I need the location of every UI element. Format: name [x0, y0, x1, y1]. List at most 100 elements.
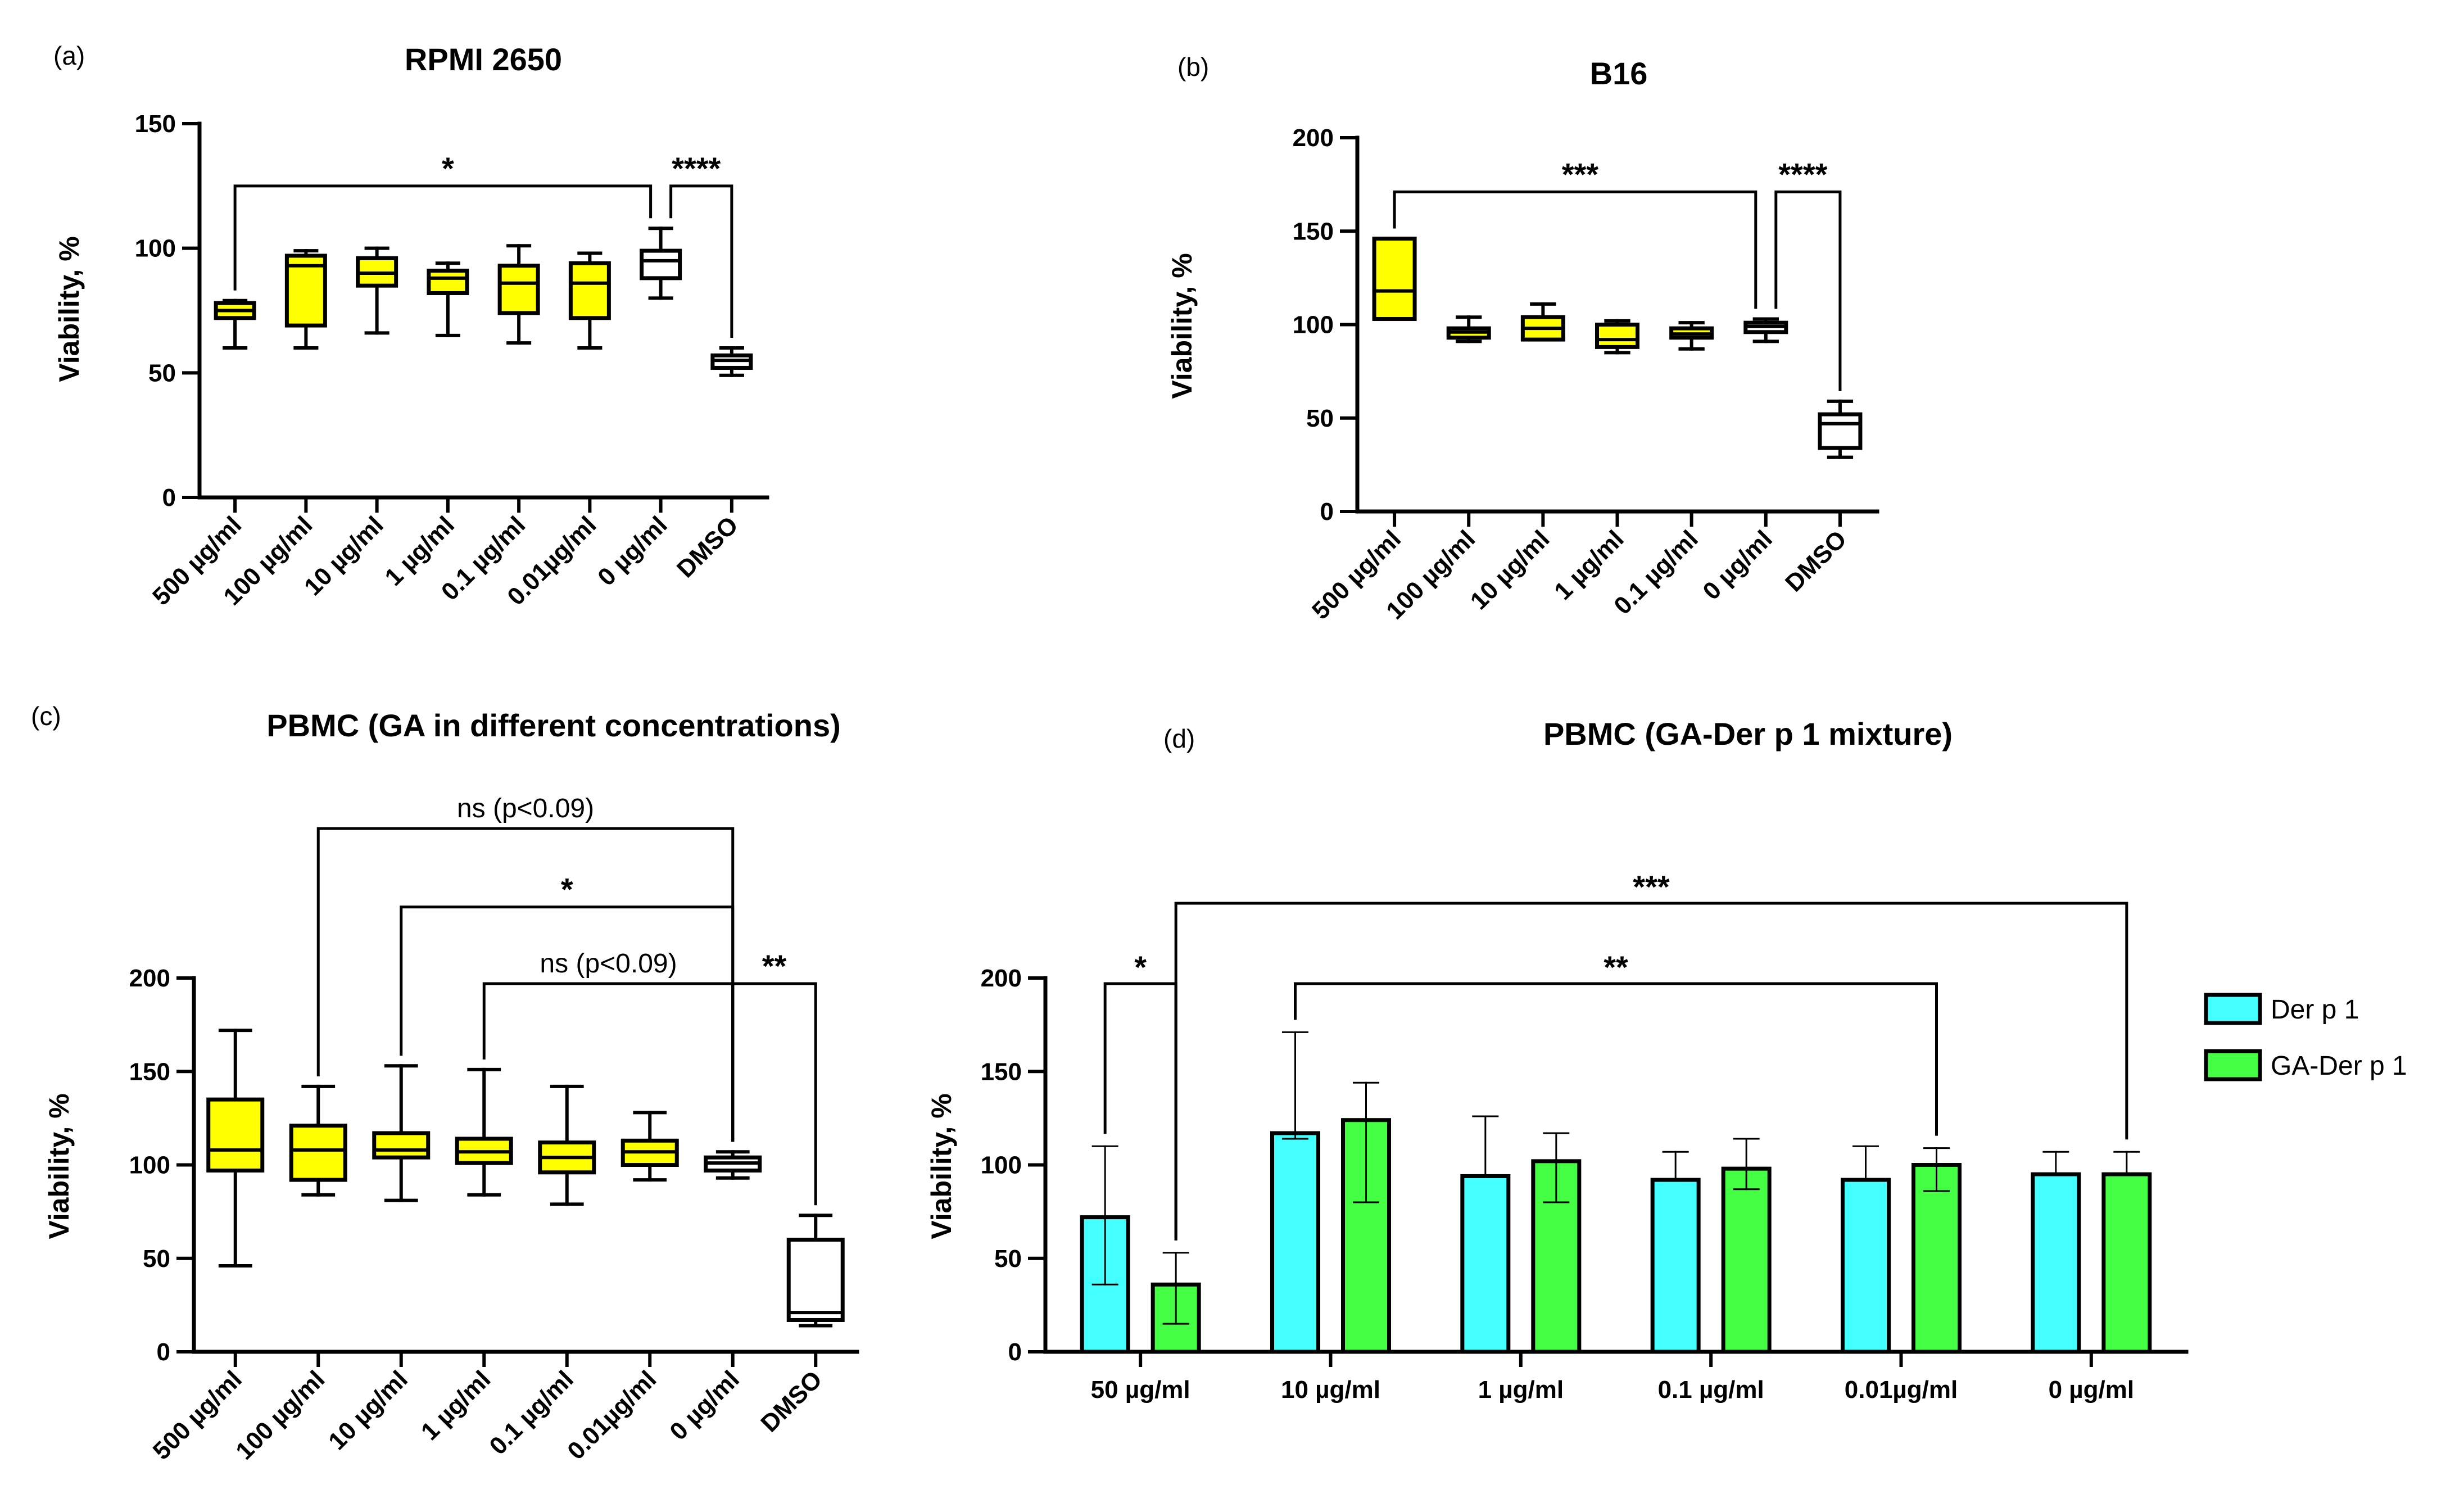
x-category-label: 0 µg/ml	[592, 511, 672, 591]
legend-swatch-1	[2204, 993, 2262, 1025]
box-iqr	[372, 1131, 431, 1160]
significance-label: ***	[1562, 156, 1599, 192]
bar-ga-der-p-1-1	[1341, 1081, 1391, 1354]
chart-panel-d: 0 50 100 150 200 PBMC (GA-Der p 1 mixture) (d)…	[926, 716, 2407, 1404]
x-category-label: 0 µg/ml	[1697, 525, 1777, 605]
x-category-label: 500 µg/ml	[148, 1365, 247, 1465]
legend-swatch-2	[2204, 1049, 2262, 1081]
bar-der-p-1-3	[1650, 1151, 1701, 1354]
box-4	[497, 244, 540, 345]
y-tick-label: 150	[129, 1058, 170, 1085]
box-6	[640, 227, 682, 300]
y-tick-label: 0	[162, 484, 176, 511]
x-category-label: 0 µg/ml	[2049, 1376, 2135, 1404]
y-tick-label: 100	[135, 235, 176, 262]
panel-label: (d)	[1163, 724, 1195, 753]
panel-label: (c)	[31, 701, 61, 731]
box-iqr	[1372, 237, 1417, 322]
bar	[2101, 1172, 2152, 1354]
significance-bracket	[731, 982, 817, 1206]
bar-der-p-1-2	[1460, 1115, 1511, 1354]
x-category-label: 10 µg/ml	[1465, 525, 1555, 615]
x-category-label: 0.1 µg/ml	[1658, 1376, 1764, 1404]
box-1	[284, 249, 327, 350]
chart-title: B16	[1590, 56, 1648, 91]
x-category-label: 0.01µg/ml	[562, 1365, 662, 1465]
y-tick-label: 0	[1320, 498, 1334, 526]
bar-ga-der-p-1-5	[2101, 1151, 2152, 1354]
y-tick-label: 100	[981, 1152, 1022, 1179]
x-category-label: 10 µg/ml	[299, 511, 389, 601]
significance-bracket	[1103, 982, 1177, 1241]
y-axis-label: Viability, %	[43, 1093, 75, 1239]
significance-label: *	[1134, 949, 1147, 985]
significance-label: ****	[672, 151, 721, 186]
significance-label: *	[442, 151, 454, 186]
x-category-label: 10 µg/ml	[1281, 1376, 1380, 1404]
box-3	[427, 261, 469, 337]
x-category-label: 1 µg/ml	[416, 1365, 496, 1445]
significance-label: **	[1604, 949, 1628, 985]
y-tick-label: 50	[1306, 405, 1334, 432]
box-iqr	[786, 1238, 845, 1322]
box-0	[206, 1029, 265, 1268]
box-0	[214, 298, 256, 350]
significance-bracket	[669, 184, 733, 338]
panel-label: (b)	[1177, 52, 1209, 82]
panel-label: (a)	[53, 41, 85, 70]
bar-der-p-1-0	[1080, 1145, 1130, 1354]
y-tick-label: 50	[143, 1245, 170, 1273]
bar	[2031, 1172, 2081, 1354]
box-iqr	[568, 261, 611, 320]
x-category-label: 50 µg/ml	[1091, 1376, 1190, 1404]
bar	[1912, 1163, 1962, 1354]
x-category-label: 10 µg/ml	[323, 1365, 413, 1455]
y-tick-label: 50	[994, 1245, 1022, 1273]
bar	[1721, 1166, 1772, 1354]
x-category-label: DMSO	[755, 1365, 827, 1437]
box-iqr	[1595, 323, 1639, 349]
box-3	[455, 1067, 513, 1197]
box-iqr	[206, 1097, 265, 1173]
significance-label: **	[762, 948, 787, 984]
significance-label: *	[561, 872, 573, 907]
y-tick-label: 200	[129, 965, 170, 992]
box-iqr	[497, 264, 540, 315]
significance-label: ns (p<0.09)	[540, 949, 677, 979]
box-1	[289, 1084, 347, 1197]
box-iqr	[1818, 412, 1863, 450]
y-tick-label: 150	[1293, 218, 1334, 245]
chart-title: PBMC (GA-Der p 1 mixture)	[1543, 716, 1953, 752]
y-tick-label: 100	[1293, 311, 1334, 339]
bar-der-p-1-5	[2031, 1151, 2081, 1354]
box-4	[1669, 321, 1714, 351]
significance-bracket	[1393, 190, 1758, 309]
box-7	[786, 1214, 845, 1328]
bar-ga-der-p-1-3	[1721, 1138, 1772, 1354]
y-tick-label: 200	[1293, 124, 1334, 152]
box-iqr	[289, 1124, 347, 1182]
significance-label: ****	[1778, 156, 1827, 192]
x-category-label: DMSO	[1780, 525, 1852, 597]
x-category-label: 1 µg/ml	[1478, 1376, 1564, 1404]
y-tick-label: 0	[157, 1338, 170, 1366]
chart-panel-c: 0 50 100 150 200 PBMC (GA in different concen…	[31, 701, 859, 1465]
box-iqr	[427, 269, 469, 295]
x-category-label: DMSO	[672, 511, 744, 583]
box-iqr	[640, 248, 682, 280]
x-category-label: 0.01µg/ml	[1845, 1376, 1958, 1404]
bar-der-p-1-4	[1841, 1145, 1891, 1354]
bar	[1270, 1131, 1320, 1354]
bar	[1650, 1178, 1701, 1354]
box-2	[1520, 302, 1565, 342]
y-tick-label: 0	[1008, 1338, 1022, 1366]
y-axis-label: Viability, %	[1166, 253, 1198, 399]
bar-ga-der-p-1-4	[1912, 1147, 1962, 1354]
y-axis-label: Viability, %	[53, 236, 85, 382]
significance-bracket	[1174, 902, 2128, 1241]
legend-label-1: Der p 1	[2271, 995, 2359, 1025]
significance-label: ns (p<0.09)	[457, 794, 594, 823]
